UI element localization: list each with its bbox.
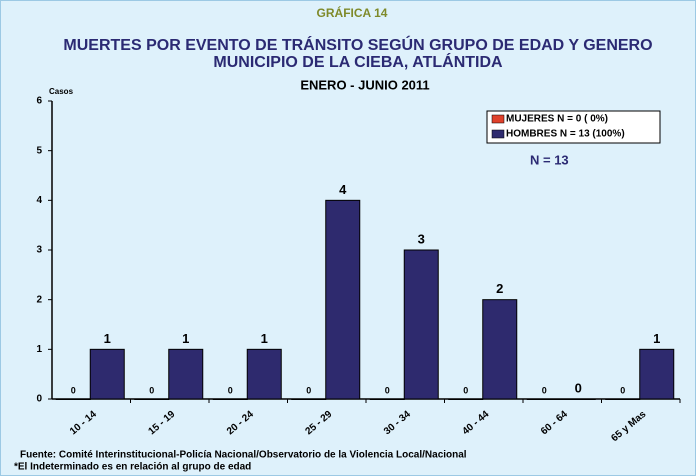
value-label: 0 bbox=[149, 385, 154, 395]
y-tick-label: 3 bbox=[36, 245, 42, 256]
legend-box bbox=[486, 110, 661, 144]
value-label: 0 bbox=[542, 385, 547, 395]
bar bbox=[403, 249, 439, 400]
value-label: 4 bbox=[339, 182, 347, 197]
bar bbox=[89, 348, 125, 400]
y-tick-label: 0 bbox=[36, 394, 42, 405]
bar bbox=[369, 398, 405, 400]
y-axis-label: Casos bbox=[49, 87, 74, 96]
value-label: 0 bbox=[228, 385, 233, 395]
value-label: 1 bbox=[261, 331, 268, 346]
y-tick-label: 4 bbox=[36, 195, 42, 206]
bar bbox=[560, 398, 596, 400]
footnote: *El Indeterminado es en relación al grup… bbox=[14, 462, 251, 473]
bar bbox=[291, 398, 327, 400]
value-label: 1 bbox=[653, 331, 660, 346]
y-tick-label: 6 bbox=[36, 96, 42, 107]
bar bbox=[482, 299, 518, 400]
legend-swatch bbox=[491, 114, 505, 124]
bar bbox=[605, 398, 641, 400]
bar bbox=[55, 398, 91, 400]
subtitle: ENERO - JUNIO 2011 bbox=[300, 77, 429, 92]
chart-title: MUNICIPIO DE LA CIEBA, ATLÁNTIDA bbox=[213, 52, 503, 71]
value-label: 0 bbox=[620, 385, 625, 395]
annotation: N = 13 bbox=[530, 152, 569, 167]
bar bbox=[212, 398, 248, 400]
value-label: 1 bbox=[104, 331, 111, 346]
bar bbox=[168, 348, 204, 400]
value-label: 1 bbox=[182, 331, 189, 346]
bar bbox=[134, 398, 170, 400]
footnote: Fuente: Comité Interinstitucional-Policí… bbox=[20, 450, 467, 461]
value-label: 0 bbox=[463, 385, 468, 395]
bar bbox=[246, 348, 282, 400]
value-label: 2 bbox=[496, 281, 503, 296]
legend-label: MUJERES N = 0 ( 0%) bbox=[506, 114, 608, 125]
bar bbox=[448, 398, 484, 400]
bar bbox=[526, 398, 562, 400]
bar bbox=[639, 348, 675, 400]
value-label: 3 bbox=[418, 231, 425, 246]
legend-label: HOMBRES N = 13 (100%) bbox=[506, 129, 625, 140]
y-tick-label: 5 bbox=[36, 145, 42, 156]
bar bbox=[325, 199, 361, 400]
y-tick-label: 1 bbox=[36, 344, 42, 355]
value-label: 0 bbox=[575, 380, 582, 395]
y-tick-label: 2 bbox=[36, 294, 42, 305]
value-label: 0 bbox=[71, 385, 76, 395]
supertitle: GRÁFICA 14 bbox=[317, 5, 388, 20]
value-label: 0 bbox=[306, 385, 311, 395]
value-label: 0 bbox=[385, 385, 390, 395]
chart-title: MUERTES POR EVENTO DE TRÁNSITO SEGÚN GRU… bbox=[63, 35, 652, 54]
legend-swatch bbox=[491, 129, 505, 139]
